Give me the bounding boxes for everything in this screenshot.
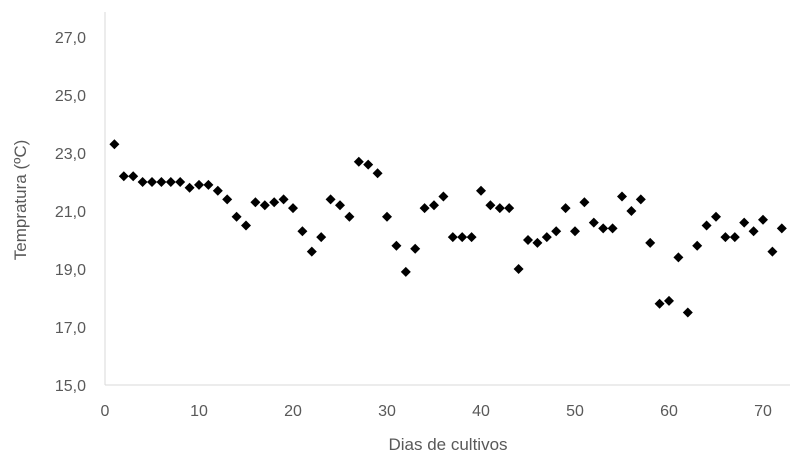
data-point [588, 217, 599, 228]
y-tick-label: 17,0 [55, 320, 86, 337]
data-point [363, 159, 374, 170]
data-point [250, 197, 261, 208]
data-point [447, 232, 458, 243]
data-point [156, 177, 167, 187]
x-tick-label: 70 [754, 403, 772, 420]
data-point [419, 203, 430, 214]
data-point [175, 177, 186, 187]
data-point [297, 226, 308, 237]
x-tick-label: 20 [284, 403, 302, 420]
data-point [269, 197, 280, 208]
data-point [438, 191, 449, 202]
data-point [541, 232, 552, 243]
data-point [729, 232, 740, 243]
data-point [739, 217, 750, 228]
x-tick-label: 40 [472, 403, 490, 420]
y-tick-label: 23,0 [55, 146, 86, 163]
data-point [109, 139, 120, 150]
x-tick-label: 50 [566, 403, 584, 420]
x-axis-title: Dias de cultivos [388, 435, 507, 454]
y-tick-label: 19,0 [55, 262, 86, 279]
data-point [288, 203, 298, 214]
data-point [231, 211, 242, 222]
y-tick-label: 25,0 [55, 88, 86, 105]
data-point [673, 252, 684, 263]
data-point [457, 232, 468, 243]
x-tick-label: 0 [101, 403, 110, 420]
data-point [654, 298, 665, 309]
data-point [353, 156, 364, 167]
data-point [635, 194, 646, 205]
data-point [372, 168, 383, 179]
y-tick-label: 15,0 [55, 378, 86, 395]
y-tick-labels: 15,0 17,0 19,0 21,0 23,0 25,0 27,0 [55, 30, 86, 395]
y-tick-label: 27,0 [55, 30, 86, 47]
data-point [570, 226, 580, 237]
data-point [607, 223, 618, 234]
data-point [184, 182, 195, 193]
data-point [203, 179, 214, 190]
data-point [579, 197, 590, 208]
data-point [776, 223, 787, 234]
data-point [147, 177, 157, 187]
data-point [513, 264, 524, 274]
data-point [278, 194, 289, 205]
data-point [391, 240, 402, 251]
data-point [767, 246, 778, 257]
data-point [410, 243, 421, 254]
x-tick-label: 60 [660, 403, 678, 420]
x-tick-label: 30 [378, 403, 396, 420]
data-point [241, 220, 251, 231]
data-point [400, 266, 411, 277]
data-point [617, 191, 627, 202]
data-point [476, 185, 486, 196]
y-axis-title: Tempratura (ºC) [11, 140, 30, 261]
data-point [382, 211, 392, 222]
data-point [212, 185, 223, 196]
data-point [701, 220, 712, 231]
data-point [494, 203, 505, 214]
data-point [344, 211, 355, 222]
data-points [109, 139, 787, 318]
data-point [523, 235, 533, 245]
data-point [128, 171, 139, 182]
data-point [645, 237, 656, 248]
data-point [748, 226, 759, 237]
data-point [118, 171, 129, 182]
data-point [335, 200, 345, 211]
data-point [137, 177, 148, 187]
data-point [626, 206, 637, 216]
data-point [711, 211, 721, 222]
data-point [682, 307, 693, 318]
data-point [306, 246, 317, 257]
data-point [222, 194, 233, 205]
x-tick-labels: 0 10 20 30 40 50 60 70 [101, 403, 772, 420]
data-point [466, 232, 477, 243]
data-point [664, 295, 674, 306]
data-point [325, 194, 336, 205]
data-point [692, 240, 703, 251]
data-point [532, 237, 543, 248]
data-point [316, 232, 327, 243]
x-tick-label: 10 [190, 403, 208, 420]
data-point [720, 232, 731, 243]
data-point [598, 223, 609, 234]
data-point [504, 203, 515, 214]
data-point [551, 226, 562, 237]
data-point [194, 179, 204, 190]
data-point [429, 200, 439, 211]
y-tick-label: 21,0 [55, 204, 86, 221]
data-point [165, 177, 176, 187]
data-point [259, 200, 270, 211]
data-point [560, 203, 571, 214]
data-point [485, 200, 496, 211]
data-point [758, 214, 768, 225]
